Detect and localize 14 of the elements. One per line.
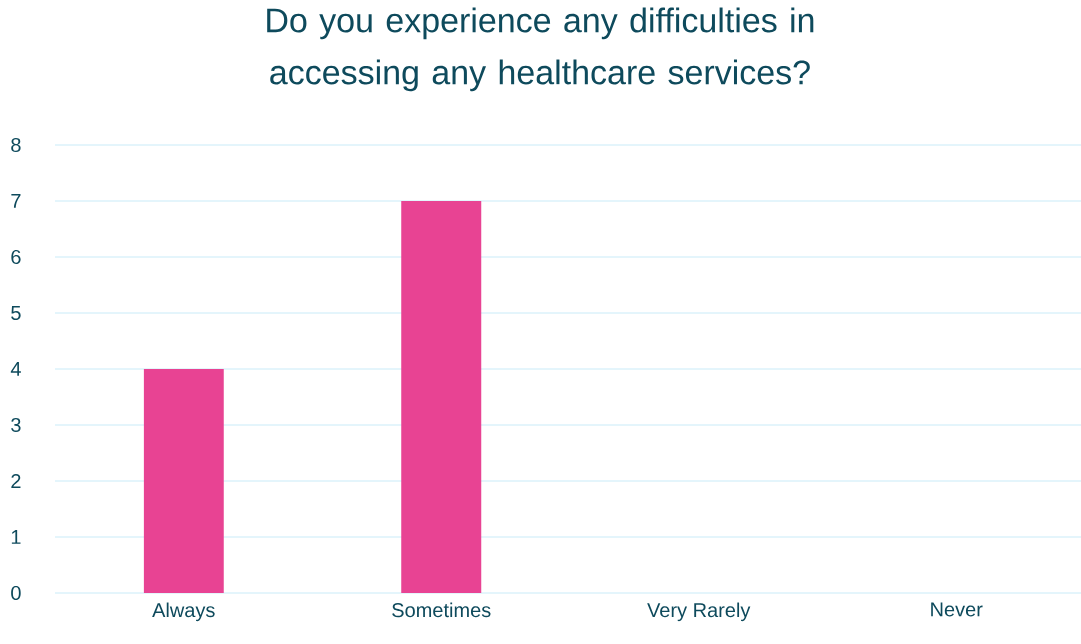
chart-title: Do you experience any difficulties in accessing any healthcare services?	[267, 7, 814, 92]
x-tick-label: Very Rarely	[647, 602, 751, 622]
y-tick-label: 6	[11, 249, 21, 265]
x-tick-label: Always	[152, 602, 215, 622]
y-tick-label: 3	[11, 417, 21, 433]
y-tick-label: 5	[11, 306, 21, 320]
y-tick-label: 0	[11, 585, 21, 601]
x-tick-label: Sometimes	[392, 602, 491, 618]
y-tick-label: 8	[11, 137, 21, 153]
y-tick-label: 7	[11, 194, 21, 208]
y-tick-label: 1	[11, 530, 21, 544]
y-tick-label: 4	[10, 362, 21, 376]
y-tick-label: 2	[11, 474, 21, 488]
x-tick-label: Never	[931, 602, 983, 617]
